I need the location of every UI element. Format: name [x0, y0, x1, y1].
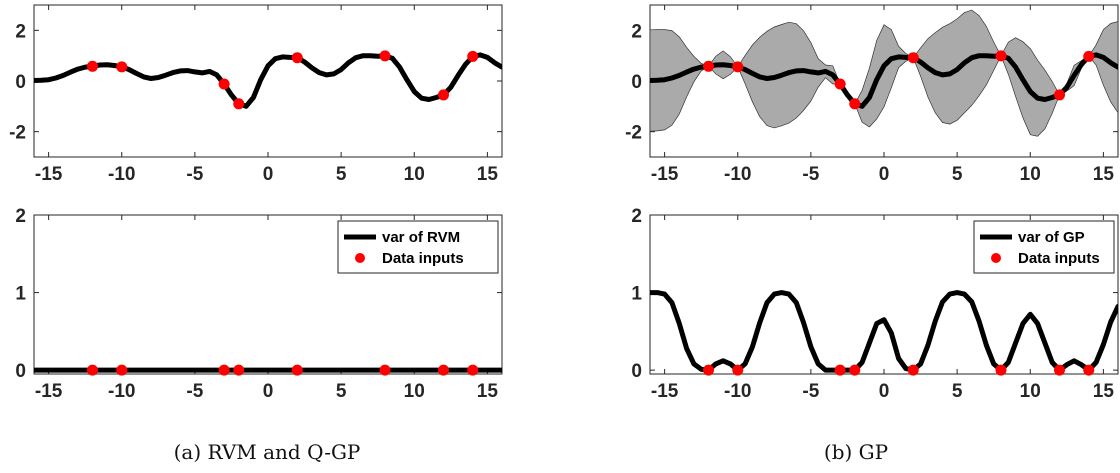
axes-frame: [33, 4, 503, 158]
chart-a-top: -15 -10 -5 0 5 10 15 -2 0 2: [9, 4, 503, 185]
data-point: [703, 60, 714, 72]
legend-box: [973, 220, 1115, 274]
x-tick-label: -10: [108, 164, 135, 185]
data-point: [467, 364, 479, 376]
data-point: [1083, 50, 1095, 62]
caption-b: (b) GP: [824, 440, 888, 464]
variance-line: [650, 290, 1118, 373]
y-tick-label: 2: [15, 206, 26, 227]
x-tick-label: -15: [651, 164, 679, 185]
caption-a: (a) RVM and Q-GP: [174, 440, 361, 464]
y-tick-label: 0: [631, 361, 642, 382]
data-point: [233, 364, 245, 376]
data-point: [1054, 364, 1065, 376]
data-point: [438, 89, 449, 101]
x-tick-label: -5: [186, 164, 203, 185]
data-point: [291, 52, 303, 64]
x-tick-label: -15: [35, 381, 63, 402]
x-tick-label: 15: [477, 381, 499, 402]
data-point: [379, 50, 391, 62]
y-tick-label: 0: [15, 72, 26, 93]
data-point: [732, 364, 744, 376]
data-point: [907, 364, 919, 376]
plot-area: [650, 9, 1118, 137]
x-tick-label: 0: [263, 381, 274, 402]
data-point: [995, 364, 1007, 376]
x-tick-label: 15: [1093, 381, 1115, 402]
x-tick-label: -5: [186, 381, 203, 402]
data-point: [379, 364, 391, 376]
y-tick-label: 0: [15, 361, 26, 382]
data-point: [438, 364, 449, 376]
legend-marker-swatch: [991, 253, 1001, 263]
legend-label-variance: var of GP: [1018, 229, 1085, 246]
x-tick-label: 15: [477, 164, 499, 185]
legend-box: [337, 220, 499, 274]
x-tick-label: 15: [1093, 164, 1115, 185]
data-point: [907, 52, 919, 64]
mean-line: [650, 52, 1118, 109]
plot-area: [650, 290, 1118, 373]
x-tick-label: -15: [35, 164, 63, 185]
legend-label-variance: var of RVM: [382, 229, 460, 246]
legend: var of GP Data inputs: [973, 220, 1115, 274]
x-tick-label: 10: [1020, 164, 1041, 185]
legend: var of RVM Data inputs: [337, 220, 499, 274]
legend-label-data: Data inputs: [1018, 250, 1100, 267]
x-tick-label: 10: [404, 164, 425, 185]
y-tick-label: 0: [631, 72, 642, 93]
x-tick-label: 0: [263, 164, 274, 185]
x-tick-label: 10: [1020, 381, 1041, 402]
data-point: [1083, 364, 1095, 376]
y-tick-label: -2: [9, 123, 26, 144]
data-point: [849, 364, 861, 376]
data-point: [995, 50, 1007, 62]
data-point: [218, 364, 230, 376]
data-point: [87, 60, 98, 72]
data-point: [1054, 89, 1065, 101]
x-tick-label: 5: [336, 164, 347, 185]
x-tick-label: -5: [802, 381, 819, 402]
data-point: [233, 98, 245, 110]
x-tick-label: -15: [651, 381, 679, 402]
data-point: [467, 50, 479, 62]
data-point: [834, 78, 846, 90]
y-tick-label: 1: [631, 284, 642, 305]
chart-b-top: -15 -10 -5 0 5 10 15 -2 0 2: [625, 4, 1119, 185]
x-tick-label: 5: [952, 164, 963, 185]
legend-label-data: Data inputs: [382, 250, 464, 267]
mean-line: [34, 52, 502, 109]
data-point: [291, 364, 303, 376]
y-tick-label: 1: [15, 284, 26, 305]
chart-a-bottom: -15 -10 -5 0 5 10 15 0 1 2 var of RVM Data inputs: [15, 206, 503, 402]
data-point: [116, 61, 128, 73]
x-tick-label: 0: [879, 164, 890, 185]
x-tick-label: 10: [404, 381, 425, 402]
data-point: [218, 78, 230, 90]
y-tick-label: 2: [15, 21, 26, 42]
data-point: [849, 98, 861, 110]
y-tick-label: 2: [631, 21, 642, 42]
data-point: [116, 364, 128, 376]
data-point: [87, 364, 98, 376]
uncertainty-band: [650, 9, 1118, 137]
legend-marker-swatch: [355, 253, 365, 263]
x-tick-label: -10: [724, 164, 751, 185]
y-tick-label: 2: [631, 206, 642, 227]
data-point: [703, 364, 714, 376]
data-point: [834, 364, 846, 376]
x-tick-label: -10: [108, 381, 135, 402]
x-tick-label: 5: [336, 381, 347, 402]
x-tick-label: -10: [724, 381, 751, 402]
chart-b-bottom: -15 -10 -5 0 5 10 15 0 1 2 var of GP Data inputs: [631, 206, 1119, 402]
x-tick-label: -5: [802, 164, 819, 185]
plot-area: [34, 52, 502, 109]
y-tick-label: -2: [625, 123, 642, 144]
x-tick-label: 0: [879, 381, 890, 402]
data-point: [732, 61, 744, 73]
x-tick-label: 5: [952, 381, 963, 402]
